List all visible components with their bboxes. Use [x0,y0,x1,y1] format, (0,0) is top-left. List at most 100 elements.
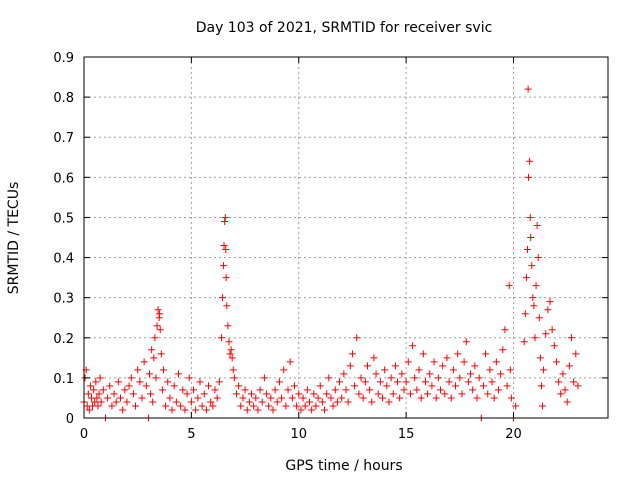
data-point [148,346,156,354]
data-point [114,378,122,386]
data-point [415,366,423,374]
data-point [190,386,198,394]
data-point [409,342,417,350]
data-point [159,366,167,374]
data-point [170,382,178,390]
data-point [400,386,408,394]
y-tick-label: 0.4 [53,252,74,267]
data-point [535,314,543,322]
data-point [411,374,419,382]
data-point [331,386,339,394]
data-point [374,390,382,398]
data-point [153,322,161,330]
data-point [254,406,262,414]
data-point [168,406,176,414]
data-point [532,282,540,290]
data-point [524,85,532,93]
data-point [96,374,104,382]
data-point [248,390,256,398]
data-point [91,398,99,406]
data-point [383,382,391,390]
data-point [112,398,120,406]
data-point [544,306,552,314]
data-point [351,382,359,390]
data-point [149,398,157,406]
y-tick-label: 0.3 [53,292,74,307]
data-point [329,402,337,410]
data-point [226,350,234,358]
data-point [177,402,185,410]
data-point [548,326,556,334]
data-point [494,386,502,394]
data-point [284,386,292,394]
data-point [361,378,369,386]
data-point [224,322,232,330]
data-point [563,398,571,406]
data-point [222,274,230,282]
data-point [469,386,477,394]
data-point [117,394,125,402]
data-point [522,274,530,282]
data-point [221,217,229,225]
data-point [402,378,410,386]
data-point [110,390,118,398]
data-point [303,386,311,394]
data-point [217,334,225,342]
data-point [348,350,356,358]
data-point [565,362,573,370]
data-point [394,378,402,386]
data-point [258,398,266,406]
y-tick-label: 0.6 [53,171,74,186]
data-point [260,374,268,382]
data-point [521,310,529,318]
data-point [456,374,464,382]
x-tick-label: 20 [505,427,522,442]
data-point [520,338,528,346]
data-point [150,354,158,362]
data-point [316,382,324,390]
data-point [181,406,189,414]
data-point [460,358,468,366]
data-point [142,382,150,390]
data-point [154,306,162,314]
data-point [221,213,229,221]
y-tick-label: 0.1 [53,372,74,387]
data-point [250,402,258,410]
data-point [321,406,329,414]
y-tick-label: 0.5 [53,211,74,226]
data-point [90,386,98,394]
data-point [305,398,313,406]
data-point [243,406,251,414]
data-point [359,394,367,402]
x-axis: 0 5 10 15 20 [80,57,522,442]
data-point [215,378,223,386]
data-point [540,366,548,374]
data-point [119,406,127,414]
data-point [479,382,487,390]
data-point [220,242,228,250]
data-point [134,366,142,374]
data-point [506,366,514,374]
data-point [179,386,187,394]
data-point [223,302,231,310]
y-tick-label: 0.2 [53,332,74,347]
data-point [156,326,164,334]
data-point [368,398,376,406]
data-point [439,362,447,370]
data-point [151,334,159,342]
data-point [200,390,208,398]
data-point [572,350,580,358]
data-point [537,382,545,390]
data-point [219,294,227,302]
data-point [157,350,165,358]
data-point [357,374,365,382]
data-point [559,370,567,378]
data-point [229,366,237,374]
data-point [507,394,515,402]
data-point [183,390,191,398]
data-point [486,366,494,374]
data-point [441,390,449,398]
data-point [557,390,565,398]
data-point [227,346,235,354]
data-point [267,394,275,402]
